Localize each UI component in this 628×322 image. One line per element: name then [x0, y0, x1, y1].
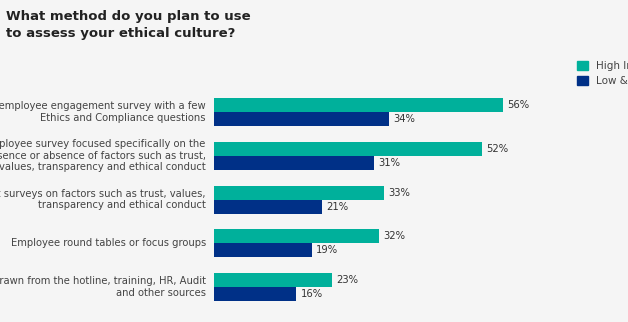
Bar: [214, 98, 503, 112]
Text: What method do you plan to use
to assess your ethical culture?: What method do you plan to use to assess…: [6, 10, 251, 40]
Text: 32%: 32%: [383, 232, 405, 242]
Text: Short surveys on factors such as trust, values,
transparency and ethical conduct: Short surveys on factors such as trust, …: [0, 189, 206, 211]
Text: 31%: 31%: [378, 158, 400, 168]
Text: 21%: 21%: [327, 202, 349, 212]
Bar: [214, 200, 322, 213]
Bar: [214, 156, 374, 170]
Bar: [214, 287, 296, 301]
Bar: [214, 112, 389, 126]
Text: 33%: 33%: [388, 188, 410, 198]
Bar: [214, 273, 332, 287]
Text: 34%: 34%: [394, 114, 415, 124]
Text: 19%: 19%: [316, 245, 338, 255]
Text: Data drawn from the hotline, training, HR, Audit
and other sources: Data drawn from the hotline, training, H…: [0, 276, 206, 298]
Text: Employee round tables or focus groups: Employee round tables or focus groups: [11, 238, 206, 248]
Text: 52%: 52%: [487, 144, 509, 154]
Legend: High Impact Programs, Low & Medium Impact Programs: High Impact Programs, Low & Medium Impac…: [577, 61, 628, 86]
Text: General employee engagement survey with a few
Ethics and Compliance questions: General employee engagement survey with …: [0, 101, 206, 123]
Bar: [214, 186, 384, 200]
Text: 23%: 23%: [337, 275, 359, 285]
Bar: [214, 229, 379, 243]
Text: 56%: 56%: [507, 100, 529, 110]
Text: 16%: 16%: [300, 289, 323, 299]
Text: Broad employee survey focused specifically on the
presence or absence of factors: Broad employee survey focused specifical…: [0, 139, 206, 173]
Bar: [214, 243, 311, 257]
Bar: [214, 142, 482, 156]
